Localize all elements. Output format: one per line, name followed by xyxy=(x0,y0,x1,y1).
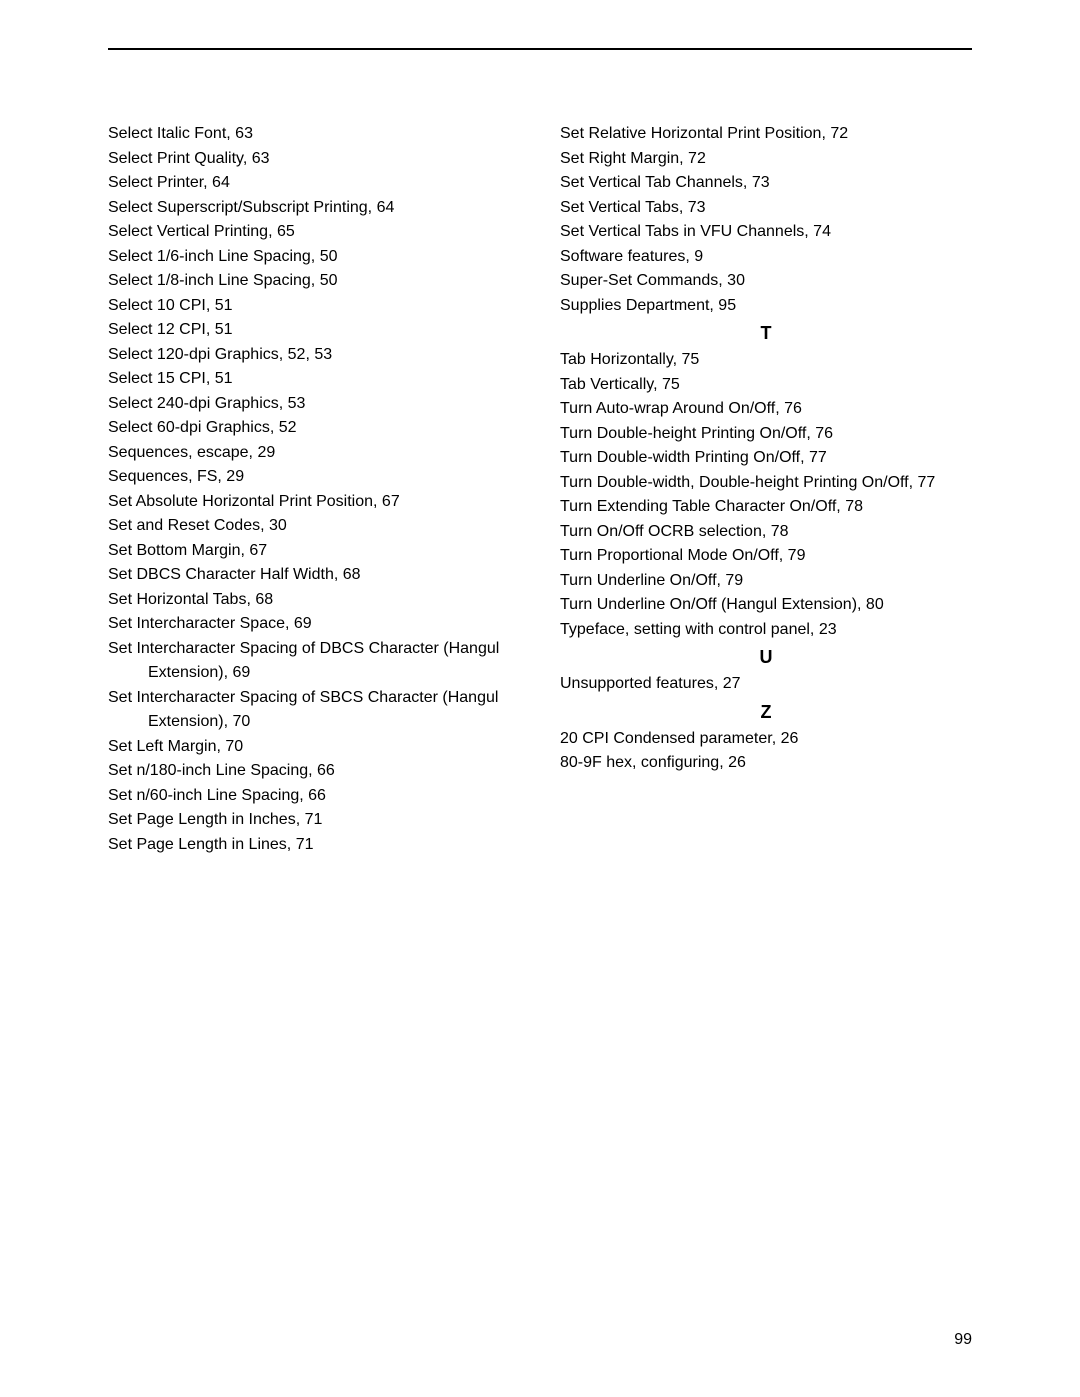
index-entry: Select 1/8-inch Line Spacing, 50 xyxy=(108,269,520,294)
index-entry: Select 15 CPI, 51 xyxy=(108,367,520,392)
page-number: 99 xyxy=(954,1331,972,1349)
index-entry: Set Relative Horizontal Print Position, … xyxy=(560,122,972,147)
index-entry: Set Intercharacter Space, 69 xyxy=(108,612,520,637)
index-entry: Turn Double-width, Double-height Printin… xyxy=(560,471,972,496)
index-entry: Set Left Margin, 70 xyxy=(108,735,520,760)
index-entry: Software features, 9 xyxy=(560,245,972,270)
index-entry: Set n/180-inch Line Spacing, 66 xyxy=(108,759,520,784)
index-entry: Turn On/Off OCRB selection, 78 xyxy=(560,520,972,545)
index-entry: Select 1/6-inch Line Spacing, 50 xyxy=(108,245,520,270)
index-entry: Set Bottom Margin, 67 xyxy=(108,539,520,564)
index-section-heading: U xyxy=(560,644,972,670)
index-entry: Turn Auto-wrap Around On/Off, 76 xyxy=(560,397,972,422)
index-entry: Select 10 CPI, 51 xyxy=(108,294,520,319)
index-entry: Select Printer, 64 xyxy=(108,171,520,196)
index-entry: Turn Double-width Printing On/Off, 77 xyxy=(560,446,972,471)
index-entry: Unsupported features, 27 xyxy=(560,672,972,697)
index-entry: Set Vertical Tab Channels, 73 xyxy=(560,171,972,196)
index-entry: Sequences, escape, 29 xyxy=(108,441,520,466)
index-entry: Select Italic Font, 63 xyxy=(108,122,520,147)
index-entry: Select 60-dpi Graphics, 52 xyxy=(108,416,520,441)
index-entry: Turn Double-height Printing On/Off, 76 xyxy=(560,422,972,447)
index-entry: Turn Extending Table Character On/Off, 7… xyxy=(560,495,972,520)
index-entry: Tab Vertically, 75 xyxy=(560,373,972,398)
index-entry: 80-9F hex, configuring, 26 xyxy=(560,751,972,776)
index-entry: Turn Underline On/Off, 79 xyxy=(560,569,972,594)
index-entry: Select Superscript/Subscript Printing, 6… xyxy=(108,196,520,221)
index-entry: Select Print Quality, 63 xyxy=(108,147,520,172)
index-entry: Super-Set Commands, 30 xyxy=(560,269,972,294)
index-column-right: Set Relative Horizontal Print Position, … xyxy=(560,122,972,857)
index-entry: Set n/60-inch Line Spacing, 66 xyxy=(108,784,520,809)
index-entry: Select 120-dpi Graphics, 52, 53 xyxy=(108,343,520,368)
index-entry: Set Horizontal Tabs, 68 xyxy=(108,588,520,613)
index-entry: Typeface, setting with control panel, 23 xyxy=(560,618,972,643)
index-entry: Supplies Department, 95 xyxy=(560,294,972,319)
index-entry: Set Page Length in Lines, 71 xyxy=(108,833,520,858)
index-entry: Set and Reset Codes, 30 xyxy=(108,514,520,539)
index-entry: Set Vertical Tabs in VFU Channels, 74 xyxy=(560,220,972,245)
index-entry: Set Page Length in Inches, 71 xyxy=(108,808,520,833)
top-rule xyxy=(108,48,972,50)
index-entry: Sequences, FS, 29 xyxy=(108,465,520,490)
index-entry: 20 CPI Condensed parameter, 26 xyxy=(560,727,972,752)
index-page: Select Italic Font, 63Select Print Quali… xyxy=(0,0,1080,1397)
index-section-heading: Z xyxy=(560,699,972,725)
index-entry: Set Absolute Horizontal Print Position, … xyxy=(108,490,520,515)
index-entry: Turn Underline On/Off (Hangul Extension)… xyxy=(560,593,972,618)
index-entry: Set DBCS Character Half Width, 68 xyxy=(108,563,520,588)
index-entry: Select Vertical Printing, 65 xyxy=(108,220,520,245)
index-column-left: Select Italic Font, 63Select Print Quali… xyxy=(108,122,520,857)
index-section-heading: T xyxy=(560,320,972,346)
index-entry: Turn Proportional Mode On/Off, 79 xyxy=(560,544,972,569)
index-entry: Set Vertical Tabs, 73 xyxy=(560,196,972,221)
index-entry: Select 240-dpi Graphics, 53 xyxy=(108,392,520,417)
index-entry: Set Intercharacter Spacing of DBCS Chara… xyxy=(108,637,520,686)
index-entry: Select 12 CPI, 51 xyxy=(108,318,520,343)
index-columns: Select Italic Font, 63Select Print Quali… xyxy=(108,122,972,857)
index-entry: Set Right Margin, 72 xyxy=(560,147,972,172)
index-entry: Tab Horizontally, 75 xyxy=(560,348,972,373)
index-entry: Set Intercharacter Spacing of SBCS Chara… xyxy=(108,686,520,735)
